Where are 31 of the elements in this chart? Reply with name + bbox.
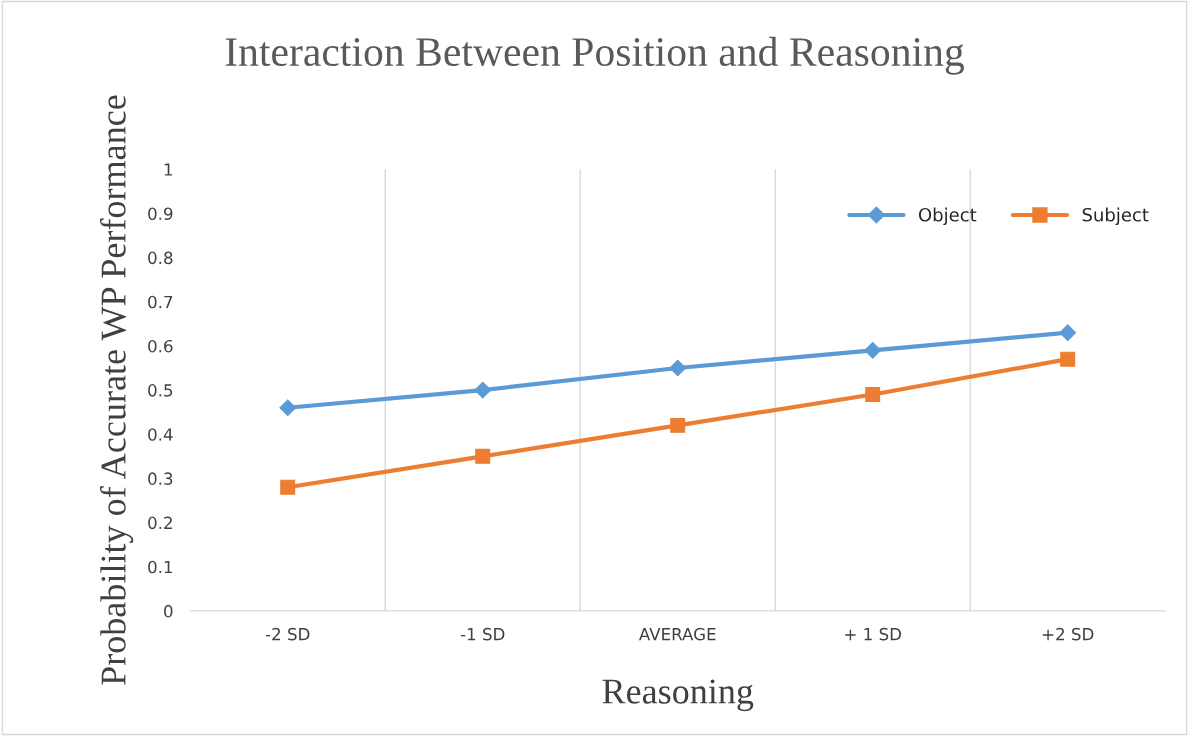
x-tick-label: +2 SD	[1042, 627, 1094, 641]
y-tick-label: 0.4	[148, 428, 173, 441]
y-tick-label: 0.3	[148, 472, 173, 485]
x-tick-label: + 1 SD	[845, 627, 902, 641]
y-tick-label: 0.7	[148, 295, 173, 309]
y-tick-label: 0.8	[148, 251, 173, 265]
point	[669, 359, 687, 377]
legend-label: Object	[918, 207, 977, 226]
point	[1059, 324, 1077, 342]
point	[670, 417, 686, 433]
y-tick-label: 0.2	[148, 516, 172, 530]
y-axis-title: Probability of Accurate WP Performance	[99, 95, 134, 685]
y-tick-label: 0.5	[148, 384, 173, 397]
y-tick-label: 0.9	[148, 207, 173, 221]
point	[1060, 351, 1076, 367]
y-tick-label: 1	[164, 163, 173, 176]
x-axis-title: Reasoning	[602, 679, 754, 712]
y-tick-label: 0.1	[148, 560, 173, 574]
point	[279, 399, 297, 417]
point	[474, 381, 492, 399]
legend-label: Subject	[1082, 207, 1149, 226]
chart-title: Interaction Between Position and Reasoning	[225, 36, 964, 75]
y-tick-label: 0	[164, 604, 173, 618]
point	[280, 479, 296, 495]
x-tick-label: -1 SD	[460, 627, 505, 641]
point	[864, 341, 882, 359]
point	[475, 448, 491, 464]
y-tick-label: 0.6	[148, 339, 173, 353]
point	[865, 387, 881, 402]
x-tick-label: AVERAGE	[638, 627, 716, 641]
x-tick-label: -2 SD	[265, 627, 310, 641]
